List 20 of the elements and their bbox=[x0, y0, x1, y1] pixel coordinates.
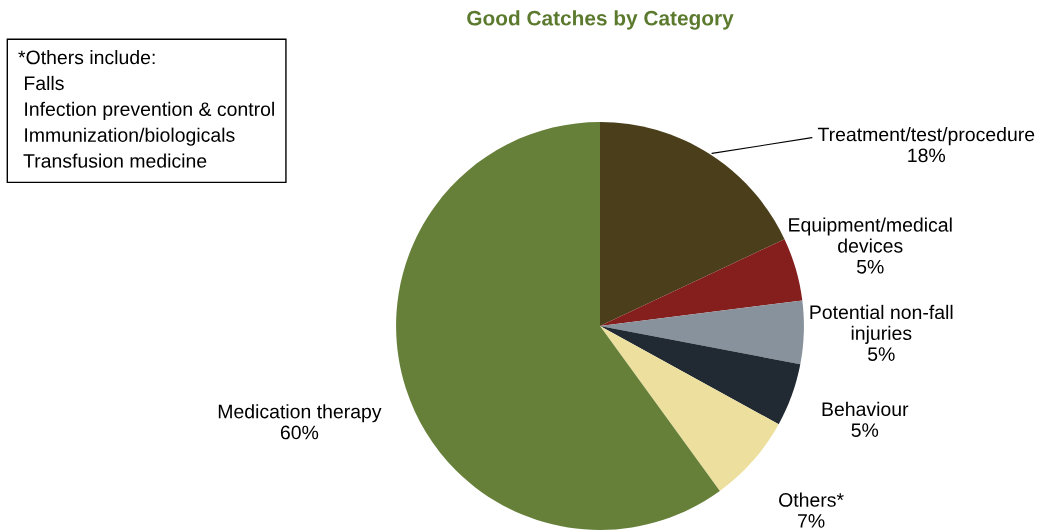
pie-slice bbox=[600, 122, 785, 326]
slice-label: Equipment/medical devices bbox=[789, 217, 952, 253]
slice-label: Medication therapy bbox=[218, 404, 382, 423]
data-label: 5% bbox=[851, 423, 879, 438]
slice-label: Potential non-fall injuries bbox=[810, 304, 953, 344]
pie-slice bbox=[600, 326, 801, 425]
data-label: 7% bbox=[798, 514, 825, 528]
pie-slice bbox=[396, 122, 720, 530]
pie-slice bbox=[600, 239, 803, 326]
slice-label: Others* bbox=[779, 492, 844, 507]
slice-label: Treatment/test/procedure bbox=[817, 127, 1035, 146]
slice-label: Behaviour bbox=[822, 401, 909, 417]
text: *Others include: Falls Infection prevention & control Immunization/biologicals Transfusion medicine bbox=[18, 50, 274, 168]
data-label: 18% bbox=[908, 148, 946, 163]
pie-slice bbox=[600, 326, 779, 491]
data-label: 60% bbox=[280, 425, 319, 440]
data-label: 5% bbox=[868, 347, 895, 361]
chart-title: Good Catches by Category bbox=[467, 10, 734, 30]
data-label: 5% bbox=[856, 259, 884, 274]
pie-slice bbox=[600, 300, 804, 365]
